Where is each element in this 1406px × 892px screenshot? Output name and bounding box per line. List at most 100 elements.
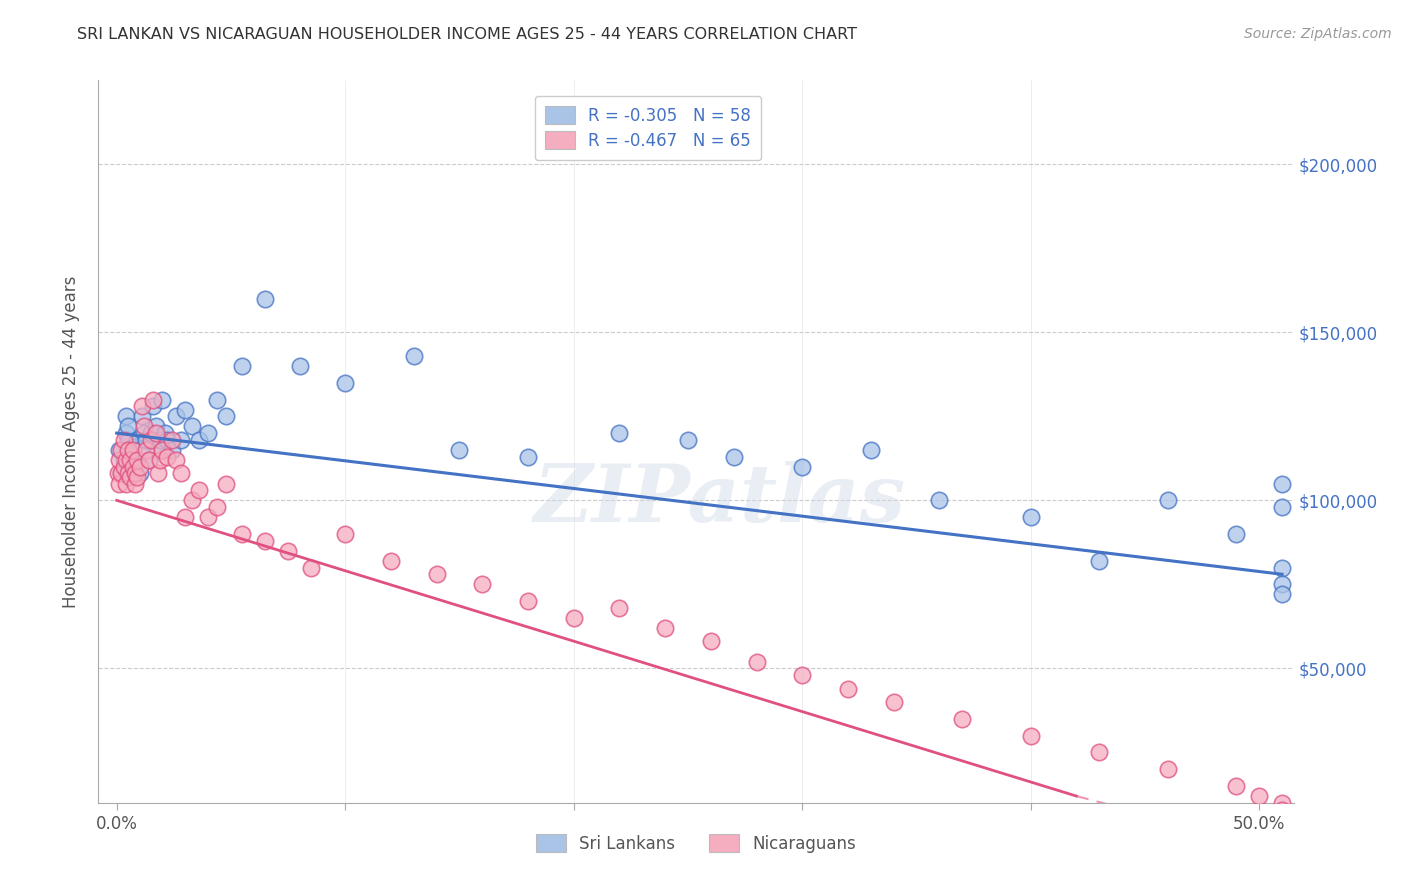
Point xyxy=(745,655,768,669)
Text: SRI LANKAN VS NICARAGUAN HOUSEHOLDER INCOME AGES 25 - 44 YEARS CORRELATION CHART: SRI LANKAN VS NICARAGUAN HOUSEHOLDER INC… xyxy=(77,27,858,42)
Point xyxy=(792,668,814,682)
Point xyxy=(174,510,197,524)
Point xyxy=(883,695,905,709)
Point xyxy=(609,600,631,615)
Point xyxy=(562,611,585,625)
Point xyxy=(145,426,167,441)
Point xyxy=(859,442,882,457)
Point xyxy=(1271,803,1294,817)
Point xyxy=(1271,587,1294,601)
Point xyxy=(402,349,425,363)
Point xyxy=(254,533,277,548)
Point xyxy=(112,433,135,447)
Point xyxy=(110,467,132,481)
Point xyxy=(426,567,449,582)
Point xyxy=(153,426,176,441)
Point xyxy=(128,442,150,457)
Point xyxy=(139,433,162,447)
Point xyxy=(1088,554,1111,568)
Point xyxy=(1157,762,1180,776)
Point xyxy=(1225,779,1247,793)
Point xyxy=(134,419,156,434)
Point xyxy=(449,442,471,457)
Point xyxy=(1271,560,1294,574)
Point xyxy=(254,292,277,306)
Point xyxy=(128,467,150,481)
Point xyxy=(131,399,153,413)
Point xyxy=(127,433,149,447)
Point xyxy=(335,527,357,541)
Point xyxy=(609,426,631,441)
Point xyxy=(928,493,950,508)
Point xyxy=(139,426,162,441)
Point xyxy=(380,554,402,568)
Legend: Sri Lankans, Nicaraguans: Sri Lankans, Nicaraguans xyxy=(530,828,862,860)
Point xyxy=(142,399,165,413)
Point xyxy=(1271,577,1294,591)
Point xyxy=(128,459,150,474)
Point xyxy=(181,419,204,434)
Point xyxy=(120,470,142,484)
Point xyxy=(149,453,172,467)
Point xyxy=(1271,500,1294,514)
Point xyxy=(108,476,131,491)
Point xyxy=(156,450,179,464)
Point xyxy=(142,392,165,407)
Point xyxy=(1019,729,1042,743)
Point xyxy=(117,442,139,457)
Point xyxy=(654,621,676,635)
Point xyxy=(1088,745,1111,759)
Point xyxy=(121,459,143,474)
Point xyxy=(124,476,146,491)
Point xyxy=(837,681,859,696)
Point xyxy=(120,442,142,457)
Point xyxy=(134,426,156,441)
Point xyxy=(676,433,699,447)
Point xyxy=(108,442,131,457)
Point xyxy=(207,392,229,407)
Point xyxy=(120,467,142,481)
Y-axis label: Householder Income Ages 25 - 44 years: Householder Income Ages 25 - 44 years xyxy=(62,276,80,607)
Point xyxy=(160,433,183,447)
Point xyxy=(215,476,238,491)
Point xyxy=(115,409,138,424)
Point xyxy=(1019,510,1042,524)
Point xyxy=(517,594,540,608)
Text: ZIPatlas: ZIPatlas xyxy=(534,460,905,538)
Point xyxy=(188,433,211,447)
Point xyxy=(1271,476,1294,491)
Point xyxy=(197,426,219,441)
Point xyxy=(792,459,814,474)
Point xyxy=(174,402,197,417)
Point xyxy=(197,510,219,524)
Point xyxy=(700,634,723,648)
Point xyxy=(121,442,143,457)
Point xyxy=(165,409,187,424)
Point xyxy=(131,409,153,424)
Point xyxy=(288,359,311,373)
Point xyxy=(1249,789,1271,803)
Point xyxy=(950,712,973,726)
Point xyxy=(152,442,174,457)
Point xyxy=(124,453,146,467)
Point xyxy=(146,467,169,481)
Point xyxy=(115,453,138,467)
Point xyxy=(124,467,146,481)
Point xyxy=(146,442,169,457)
Point xyxy=(138,453,160,467)
Point xyxy=(1157,493,1180,508)
Point xyxy=(152,392,174,407)
Point xyxy=(231,359,253,373)
Point xyxy=(115,476,138,491)
Text: Source: ZipAtlas.com: Source: ZipAtlas.com xyxy=(1244,27,1392,41)
Point xyxy=(215,409,238,424)
Point xyxy=(127,470,149,484)
Point xyxy=(127,453,149,467)
Point xyxy=(145,419,167,434)
Point xyxy=(135,433,157,447)
Point xyxy=(299,560,322,574)
Point xyxy=(117,419,139,434)
Point xyxy=(115,426,138,441)
Point xyxy=(117,467,139,481)
Point xyxy=(149,433,172,447)
